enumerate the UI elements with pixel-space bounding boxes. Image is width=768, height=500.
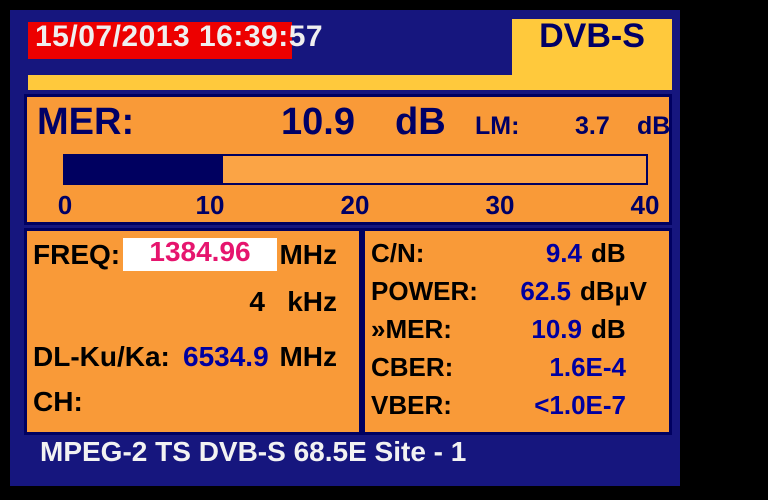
measure-row-cber: CBER: 1.6E-4: [365, 354, 669, 392]
measure-label: CBER:: [371, 352, 454, 382]
freq-unit: MHz: [279, 239, 337, 270]
downlink-unit: MHz: [279, 341, 337, 372]
measure-value: 10.9: [531, 314, 582, 344]
mer-unit: dB: [395, 101, 446, 143]
status-line: MPEG-2 TS DVB-S 68.5E Site - 1: [40, 436, 467, 467]
signal-bargraph: [63, 154, 648, 185]
measure-label: »MER:: [371, 314, 452, 344]
measure-value: 9.4: [545, 238, 582, 268]
measure-label: POWER:: [371, 276, 478, 306]
measure-unit: [626, 354, 647, 392]
frequency-panel: FREQ: 1384.96 MHz 4 kHz DL-Ku/Ka: 6534.9…: [24, 228, 362, 435]
mode-badge: DVB-S: [512, 19, 672, 90]
measure-unit: [626, 392, 647, 430]
measure-row-vber: VBER: <1.0E-7: [365, 392, 669, 430]
link-margin-value: 3.7: [575, 112, 610, 140]
mer-label: MER:: [37, 101, 135, 143]
measure-row-cn: C/N: 9.4 dB: [365, 240, 669, 278]
step-value: 4: [249, 286, 265, 317]
meter-screen: 15/07/2013 16:39:57 DVB-S MER: 10.9 dB L…: [10, 10, 680, 486]
measure-value: 1.6E-4: [549, 352, 626, 382]
signal-bargraph-fill: [65, 156, 224, 183]
tick-label: 20: [340, 190, 370, 220]
freq-value-field[interactable]: 1384.96: [123, 238, 277, 271]
header-divider-strip: [28, 75, 672, 90]
tick-label: 40: [630, 190, 660, 220]
channel-label: CH:: [33, 386, 83, 417]
measure-value: <1.0E-7: [534, 390, 626, 420]
downlink-label: DL-Ku/Ka:: [33, 341, 170, 372]
step-unit: kHz: [287, 286, 337, 317]
mer-value: 10.9: [281, 101, 355, 143]
measure-row-power: POWER: 62.5 dBµV: [365, 278, 669, 316]
freq-label: FREQ:: [33, 239, 121, 270]
tick-label: 0: [57, 190, 73, 220]
measurements-panel: C/N: 9.4 dB POWER: 62.5 dBµV »MER: 10.9 …: [362, 228, 672, 435]
measure-unit: dBµV: [580, 276, 647, 306]
measure-label: C/N:: [371, 238, 425, 268]
datetime-badge: 15/07/2013 16:39:57: [28, 22, 323, 59]
measure-label: VBER:: [371, 390, 452, 420]
link-margin-unit: dB: [637, 112, 671, 140]
tick-label: 30: [485, 190, 515, 220]
link-margin-label: LM:: [475, 112, 520, 140]
measure-value: 62.5: [520, 276, 572, 306]
measure-row-mer: »MER: 10.9 dB: [365, 316, 669, 354]
tick-label: 10: [195, 190, 225, 220]
measurements-rows: C/N: 9.4 dB POWER: 62.5 dBµV »MER: 10.9 …: [365, 231, 669, 432]
measure-unit: dB: [591, 314, 626, 344]
bargraph-scale: 0 10 20 30 40: [43, 192, 667, 218]
measure-unit: dB: [591, 238, 626, 268]
mer-panel: MER: 10.9 dB LM: 3.7 dB 0 10 20 30 40: [24, 94, 672, 225]
downlink-value: 6534.9: [183, 341, 269, 372]
